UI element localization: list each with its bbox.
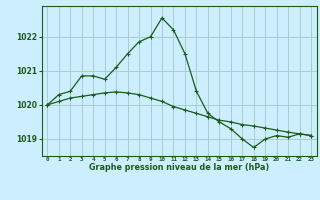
- X-axis label: Graphe pression niveau de la mer (hPa): Graphe pression niveau de la mer (hPa): [89, 163, 269, 172]
